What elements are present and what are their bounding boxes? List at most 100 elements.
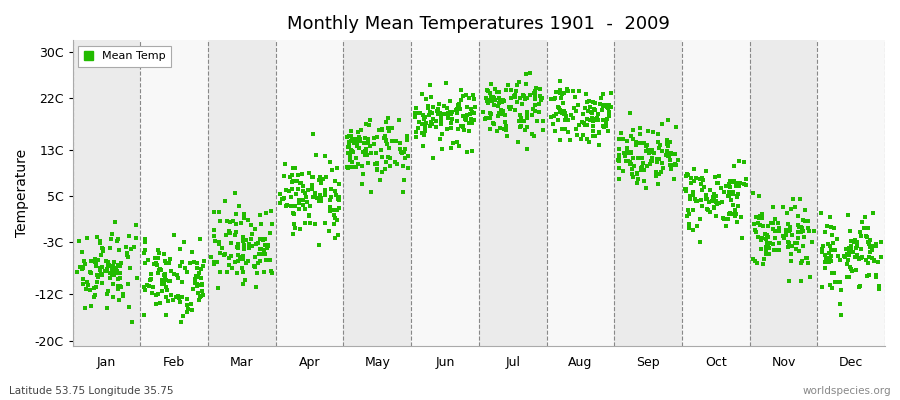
Point [536,127,550,134]
Point [866,209,880,216]
Point [526,132,541,139]
Point [366,134,381,141]
Point [107,258,122,265]
Point [545,121,560,127]
Point [379,158,393,165]
Point [756,261,770,267]
Point [584,109,598,115]
Point [556,111,571,118]
Point [722,193,736,199]
Point [724,178,739,185]
Point [850,243,864,249]
Point [107,271,122,278]
Point [770,247,784,253]
Point [766,204,780,210]
Point [368,160,382,167]
Point [499,123,513,129]
Point [420,103,435,109]
Point [302,213,316,219]
Point [264,208,278,214]
Point [824,224,839,231]
Point [137,284,151,290]
Point [828,247,842,253]
Point [480,98,494,104]
Point [99,268,113,274]
Point [418,120,433,126]
Point [305,186,320,192]
Point [664,150,679,156]
Point [862,244,877,250]
Point [221,262,236,269]
Point [280,202,294,208]
Point [138,260,152,266]
Point [746,221,760,228]
Point [256,237,271,243]
Point [176,258,190,265]
Point [463,128,477,134]
Point [634,155,649,161]
Point [779,209,794,216]
Point [306,131,320,137]
Point [758,230,772,237]
Point [523,91,537,98]
Text: worldspecies.org: worldspecies.org [803,386,891,396]
Point [762,244,777,251]
Point [553,107,567,113]
Point [228,190,242,196]
Point [570,131,584,138]
Point [484,94,499,100]
Point [791,234,806,241]
Point [250,259,265,266]
Point [688,198,703,205]
Point [392,117,407,123]
Point [792,224,806,230]
Point [305,182,320,188]
Point [851,283,866,290]
Point [389,138,403,144]
Point [121,281,135,287]
Point [311,176,326,183]
Point [357,147,372,154]
Point [483,115,498,122]
Point [452,100,466,107]
Point [482,126,497,132]
Point [380,141,394,147]
Point [663,166,678,172]
Point [102,262,116,268]
Point [479,115,493,121]
Point [800,225,814,232]
Point [287,178,302,184]
Point [345,148,359,155]
Point [450,110,464,117]
Point [264,268,278,274]
Point [223,230,238,236]
Point [494,107,508,113]
Point [166,296,180,303]
Point [748,258,762,264]
Point [679,188,693,194]
Point [324,166,338,173]
Point [585,115,599,122]
Point [560,86,574,92]
Point [778,230,793,236]
Point [535,96,549,103]
Point [783,227,797,234]
Point [680,213,695,219]
Point [635,164,650,170]
Point [297,206,311,212]
Point [781,228,796,234]
Bar [817,40,885,346]
Point [84,269,98,276]
Point [668,161,682,167]
Point [624,149,638,156]
Point [91,274,105,280]
Point [417,116,431,122]
Point [190,265,204,271]
Point [344,128,358,135]
Point [796,217,810,223]
Point [486,94,500,100]
Point [467,117,482,124]
Point [486,120,500,126]
Point [103,274,117,281]
Point [296,196,310,203]
